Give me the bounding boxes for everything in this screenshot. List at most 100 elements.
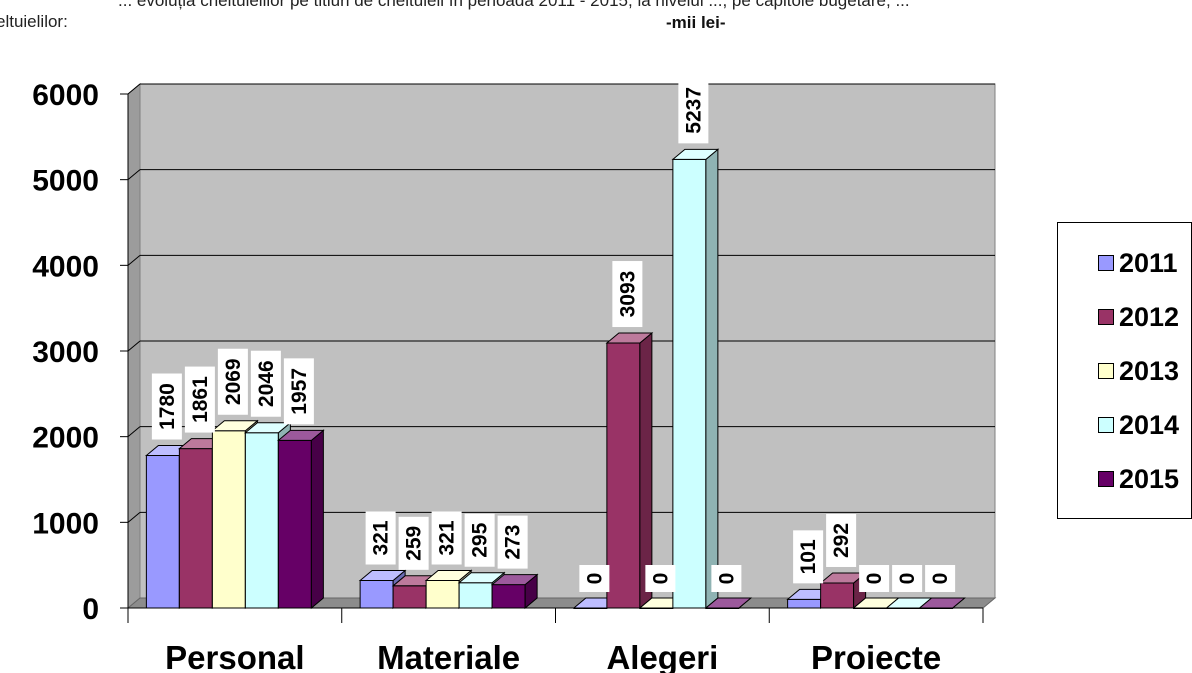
bar-top <box>457 572 506 584</box>
bar <box>277 439 312 609</box>
data-label-box <box>645 565 676 592</box>
data-label-box <box>859 565 890 592</box>
legend-swatch <box>1098 309 1114 325</box>
data-label-text: 1957 <box>288 368 311 415</box>
bar <box>425 580 460 609</box>
data-label: 2046 <box>250 350 281 417</box>
bar-top <box>704 597 753 609</box>
bar-side <box>310 429 324 610</box>
bar-top <box>671 148 720 160</box>
gridline-side <box>127 169 141 181</box>
data-label-text: 1780 <box>156 383 179 430</box>
legend-label: 2014 <box>1119 409 1180 440</box>
data-label: 292 <box>826 513 857 567</box>
data-label-box <box>217 348 248 415</box>
bar-top <box>210 420 259 432</box>
data-label-box <box>497 515 528 569</box>
y-tick-label: 1000 <box>32 507 99 540</box>
data-label: 0 <box>579 565 610 592</box>
legend-label: 2013 <box>1119 355 1180 386</box>
data-label: 5237 <box>678 77 709 144</box>
legend-swatch <box>1098 471 1114 487</box>
x-tick-label: Proiecte <box>811 639 941 673</box>
sentence-fragment: eltuielilor: <box>0 12 68 31</box>
gridline-side <box>127 254 141 266</box>
data-label: 0 <box>645 565 676 592</box>
data-label-box <box>151 373 182 440</box>
y-tick-label: 3000 <box>32 336 99 369</box>
legend-swatch <box>1098 363 1114 379</box>
data-label-box <box>579 565 610 592</box>
data-label-text: 292 <box>830 523 853 558</box>
data-label: 1780 <box>151 373 182 440</box>
data-label: 0 <box>711 565 742 592</box>
data-label: 321 <box>365 511 396 565</box>
y-tick-label: 4000 <box>32 250 99 283</box>
bar-top <box>490 574 539 586</box>
data-label-text: 321 <box>370 520 393 555</box>
data-label: 273 <box>497 515 528 569</box>
data-label-text: 2046 <box>255 360 278 407</box>
data-label-text: 0 <box>649 573 672 585</box>
cut-off-sentence: ... evoluția cheltuielilor pe titluri de… <box>118 0 910 10</box>
data-label-box <box>678 77 709 144</box>
data-label: 2069 <box>217 348 248 415</box>
data-label-text: 0 <box>715 573 738 585</box>
data-label-text: 2069 <box>222 358 245 405</box>
data-label: 0 <box>892 565 923 592</box>
data-label-box <box>431 511 462 565</box>
bar-chart: 0 1000 2000 3000 4000 5000 6000 Personal Materia… <box>32 77 997 673</box>
data-label-text: 0 <box>583 573 606 585</box>
data-label: 259 <box>398 516 429 570</box>
data-label: 0 <box>859 565 890 592</box>
data-label: 101 <box>793 530 824 584</box>
bar-top <box>918 597 967 609</box>
gridline-side <box>127 426 141 438</box>
data-label-text: 101 <box>797 539 820 574</box>
legend-label: 2011 <box>1119 247 1178 278</box>
data-label-box <box>250 350 281 417</box>
legend-label: 2015 <box>1119 463 1180 494</box>
gridline-side <box>127 340 141 352</box>
gridline-side <box>127 511 141 523</box>
data-label-text: 273 <box>502 525 525 560</box>
data-label: 0 <box>925 565 956 592</box>
bar-side <box>705 148 719 610</box>
data-label: 1861 <box>184 366 215 433</box>
bar <box>787 598 822 609</box>
unit-label: -mii lei- <box>666 13 726 32</box>
bar <box>672 158 707 609</box>
data-label-text: 0 <box>929 573 952 585</box>
legend-item: 2012 <box>1098 297 1179 337</box>
data-label-text: 321 <box>436 520 459 555</box>
data-label-box <box>612 261 643 328</box>
data-label-text: 0 <box>863 573 886 585</box>
data-label-box <box>711 565 742 592</box>
data-label-box <box>925 565 956 592</box>
x-tick-label: Materiale <box>377 639 520 673</box>
legend-label: 2012 <box>1119 301 1180 332</box>
x-tick-label: Personal <box>165 639 304 673</box>
bar <box>820 582 855 609</box>
data-label-box <box>464 513 495 567</box>
data-label-text: 259 <box>403 526 426 561</box>
data-label: 1957 <box>283 358 314 425</box>
legend-swatch <box>1098 255 1114 271</box>
gridline-side <box>127 83 141 95</box>
bar-top <box>276 429 325 441</box>
bar <box>211 430 246 609</box>
data-label-text: 5237 <box>682 87 705 134</box>
bar-top <box>424 570 473 582</box>
data-label-box <box>184 366 215 433</box>
y-tick-label: 5000 <box>32 165 99 198</box>
data-label-text: 295 <box>469 522 492 557</box>
bar <box>392 585 427 609</box>
bar <box>178 448 213 609</box>
data-label-box <box>398 516 429 570</box>
text-fragment-area: ... evoluția cheltuielilor pe titluri de… <box>0 0 1192 48</box>
bar <box>491 584 526 609</box>
data-label-text: 0 <box>896 573 919 585</box>
chart-legend: 2011 2012 2013 2014 2015 <box>1057 222 1192 519</box>
bar <box>244 432 279 609</box>
bar <box>606 342 641 609</box>
